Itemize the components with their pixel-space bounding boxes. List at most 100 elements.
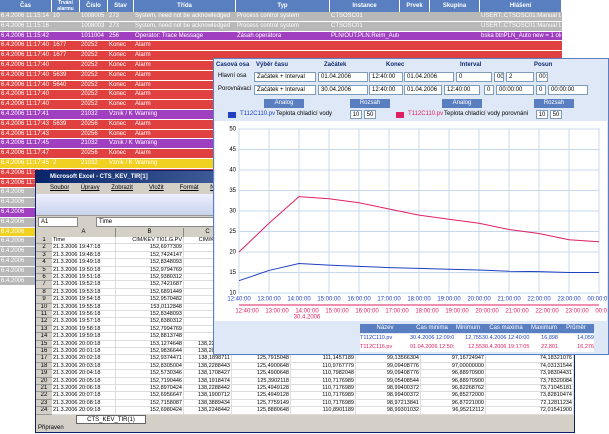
cell[interactable]: 138,1900712 (184, 392, 232, 400)
cell[interactable]: 96,82268762 (421, 385, 486, 393)
cell[interactable]: 138,3889434 (184, 399, 232, 408)
cell[interactable]: 152,6891449 (116, 288, 184, 297)
cell[interactable]: 21.3.2006 19:55:18 (52, 303, 116, 311)
sheet-tab[interactable]: CTS_KEV_TIR(1) (76, 415, 146, 424)
cell[interactable]: 152,7421687 (116, 281, 184, 289)
cell[interactable]: 138,1898711 (184, 355, 232, 363)
cell[interactable]: 74,03131544 (486, 362, 574, 371)
cell[interactable]: 21.3.2006 19:50:18 (52, 266, 116, 274)
menu-item[interactable]: Formát (179, 185, 199, 191)
cell[interactable]: 21.3.2006 20:03:18 (52, 362, 116, 371)
cell[interactable]: 96,88970900 (421, 377, 486, 385)
cell[interactable]: 152,8305004 (116, 362, 184, 371)
cell[interactable]: 21.3.2006 20:08:18 (52, 399, 116, 408)
cell[interactable]: 99,05408544 (356, 377, 421, 385)
input-field[interactable]: 2 (506, 72, 534, 82)
cell[interactable]: 21.3.2006 20:02:18 (52, 355, 116, 363)
cell[interactable]: 110,7176989 (291, 399, 356, 408)
cell[interactable]: 97,16724947 (421, 355, 486, 363)
cell[interactable]: 98,99301032 (356, 407, 421, 415)
cell[interactable]: 21.3.2006 19:59:18 (52, 333, 116, 341)
cell[interactable]: 96,88970900 (421, 370, 486, 378)
cell[interactable]: 96,85272000 (421, 392, 486, 400)
cell[interactable]: 110,7982048 (291, 370, 356, 378)
cell[interactable]: 138,2288442 (184, 385, 232, 393)
input-field[interactable]: 0 (456, 72, 492, 82)
cell[interactable]: 152,7994769 (116, 325, 184, 334)
cell[interactable]: 152,6977309 (116, 244, 184, 252)
cell[interactable]: 21.3.2006 19:56:18 (52, 311, 116, 319)
cell[interactable]: Time (52, 237, 116, 245)
cell[interactable]: 152,8348093 (116, 259, 184, 267)
cell[interactable]: 110,7176989 (291, 377, 356, 385)
cell[interactable]: 99,09408776 (356, 362, 421, 371)
cell[interactable]: 21.3.2006 20:05:18 (52, 377, 116, 385)
cell[interactable]: 110,8901189 (291, 407, 356, 415)
cell[interactable]: 152,6956647 (116, 392, 184, 400)
input-field[interactable]: 0 (484, 85, 494, 95)
cell[interactable]: 21.3.2006 19:47:18 (52, 244, 116, 252)
cell[interactable]: 21.3.2006 19:54:18 (52, 296, 116, 304)
cell[interactable]: 125,8880648 (232, 407, 291, 415)
menu-item[interactable]: Zobrazit (111, 185, 133, 191)
range-field[interactable]: 10 (536, 110, 548, 119)
cell[interactable]: 21.3.2006 19:48:18 (52, 251, 116, 260)
cell[interactable]: 152,8380312 (116, 318, 184, 326)
cell[interactable]: 73,98304431 (486, 370, 574, 378)
input-field[interactable]: 0 (536, 85, 546, 95)
cell[interactable]: 21.3.2006 20:00:18 (52, 340, 116, 348)
input-field[interactable]: 30.04.2006 (318, 85, 368, 95)
cell[interactable]: 98,99400372 (356, 392, 421, 400)
range-field[interactable]: 10 (350, 110, 362, 119)
cell[interactable]: 152,7190446 (116, 377, 184, 385)
cell[interactable]: 125,7915048 (232, 355, 291, 363)
cell[interactable]: 21.3.2006 19:57:18 (52, 318, 116, 326)
range-field[interactable]: 50 (550, 110, 562, 119)
cell[interactable]: 138,2288443 (184, 362, 232, 371)
cell[interactable]: 98,97213841 (356, 399, 421, 408)
cell[interactable]: 73,71045181 (486, 385, 574, 393)
range-field[interactable]: 50 (364, 110, 376, 119)
cell[interactable]: 98,99400372 (356, 385, 421, 393)
cell[interactable]: 152,9836644 (116, 348, 184, 356)
cell[interactable]: 153,1274648 (116, 340, 184, 348)
cell[interactable]: 125,4900648 (232, 362, 291, 371)
cell[interactable]: 73,82810474 (486, 392, 574, 400)
input-field[interactable]: 00:00:00 (536, 72, 548, 82)
cell[interactable]: 21.3.2006 19:53:18 (52, 288, 116, 297)
input-field[interactable]: 01.04.2006 (404, 72, 454, 82)
cell[interactable]: 125,3902118 (232, 377, 291, 385)
input-field[interactable]: 00:00:00 (496, 85, 534, 95)
cell[interactable]: 152,6980424 (116, 407, 184, 415)
input-field[interactable]: 00:00:00 (494, 72, 504, 82)
cell[interactable]: 152,8348093 (116, 311, 184, 319)
cell[interactable]: 110,9767779 (291, 362, 356, 371)
cell[interactable]: 152,9794769 (116, 266, 184, 274)
cell[interactable]: 21.3.2006 20:09:18 (52, 407, 116, 415)
cell[interactable]: 110,7176989 (291, 385, 356, 393)
cell[interactable]: 96,95212112 (421, 407, 486, 415)
cell[interactable]: 125,4949128 (232, 392, 291, 400)
cell[interactable]: 138,1918474 (184, 377, 232, 385)
cell[interactable]: 152,7158087 (116, 399, 184, 408)
cell[interactable]: 21.3.2006 20:01:18 (52, 348, 116, 356)
cell[interactable]: 97,00000000 (421, 362, 486, 371)
cell[interactable]: CIM/KEV TI01.G.PV (116, 237, 184, 245)
input-field[interactable]: Začátek + Interval (254, 85, 316, 95)
menu-item[interactable]: Soubor (50, 185, 70, 191)
cell[interactable]: 21.3.2006 19:58:18 (52, 325, 116, 334)
input-field[interactable]: 12:40:00 (369, 85, 403, 95)
cell[interactable]: 152,9380312 (116, 274, 184, 282)
cell[interactable]: 152,9570482 (116, 296, 184, 304)
cell[interactable]: 21.3.2006 20:07:18 (52, 392, 116, 400)
input-field[interactable]: Začátek + Interval (254, 72, 316, 82)
cell[interactable]: 21.3.2006 19:49:18 (52, 259, 116, 267)
cell[interactable]: 138,2248442 (184, 407, 232, 415)
input-field[interactable]: 12:40:00 (369, 72, 403, 82)
cell[interactable]: 21.3.2006 19:51:18 (52, 274, 116, 282)
cell[interactable]: 125,4949128 (232, 385, 291, 393)
input-field[interactable]: 12:40:00 (444, 85, 480, 95)
cell[interactable]: 138,1708427 (184, 370, 232, 378)
cell[interactable]: 74,18321076 (486, 355, 574, 363)
cell[interactable]: 72,12811234 (486, 399, 574, 408)
